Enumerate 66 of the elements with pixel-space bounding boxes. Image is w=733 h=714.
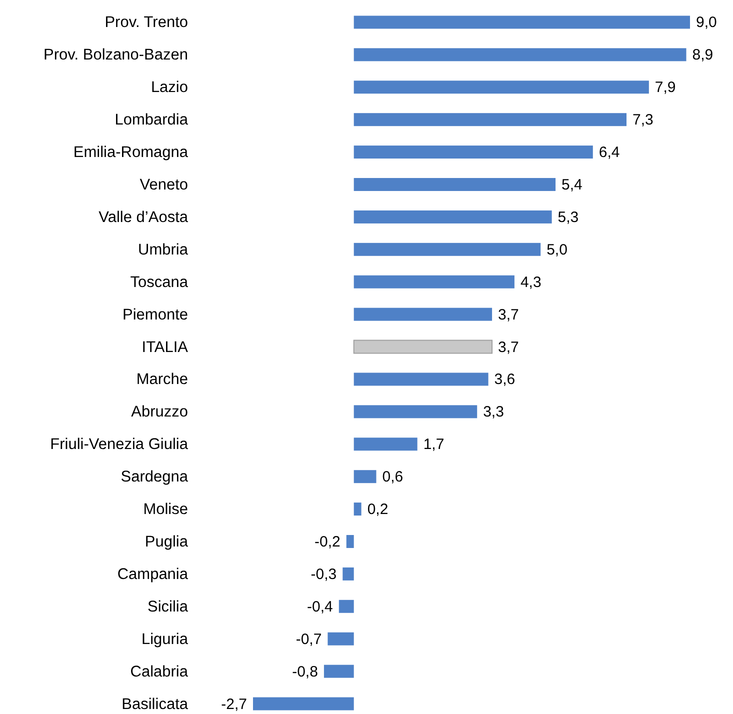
- bar: [354, 178, 556, 191]
- data-label: 7,9: [654, 79, 676, 96]
- bar: [354, 405, 478, 418]
- y-tick-label: Sicilia: [148, 598, 188, 616]
- y-tick-label: ITALIA: [142, 338, 189, 356]
- data-label: -0,2: [314, 534, 340, 550]
- bar: [324, 664, 354, 678]
- data-label: 5,4: [562, 176, 582, 194]
- y-tick-label: Lazio: [150, 79, 188, 96]
- y-tick-label: Marche: [136, 371, 188, 388]
- data-label: 0,6: [382, 468, 404, 486]
- bar: [353, 340, 493, 354]
- data-label: 5,3: [558, 208, 579, 226]
- bar: [354, 502, 362, 516]
- bar: [354, 242, 541, 256]
- y-tick-label: Molise: [143, 501, 188, 518]
- data-label: 0,2: [367, 501, 388, 518]
- y-tick-label: Puglia: [144, 534, 188, 550]
- y-tick-label: Toscana: [130, 274, 188, 291]
- data-label: 9,0: [696, 14, 717, 32]
- y-tick-label: Umbria: [138, 241, 188, 258]
- data-label: 3,7: [498, 338, 519, 356]
- y-tick-label: Piemonte: [122, 306, 188, 324]
- y-tick-label: Emilia-Romagna: [73, 144, 188, 162]
- y-tick-label: Calabria: [130, 663, 188, 680]
- data-label: 3,6: [494, 371, 516, 388]
- data-label: -2,7: [221, 696, 247, 713]
- data-label: 3,3: [483, 404, 504, 421]
- data-label: 7,3: [632, 112, 654, 129]
- bar: [354, 210, 552, 224]
- bar: [354, 80, 649, 94]
- y-tick-label: Basilicata: [122, 696, 188, 713]
- bar: [354, 16, 690, 29]
- bar: [354, 48, 686, 62]
- bar: [338, 600, 354, 613]
- bar: [253, 697, 354, 710]
- bar: [354, 275, 514, 288]
- bar: [354, 470, 376, 484]
- y-tick-label: Campania: [117, 566, 188, 583]
- data-label: 6,4: [598, 144, 620, 162]
- data-label: 1,7: [423, 436, 444, 454]
- data-label: -0,7: [296, 630, 322, 648]
- y-tick-label: Sardegna: [120, 468, 188, 486]
- data-label: -0,3: [310, 566, 337, 583]
- data-label: -0,8: [292, 663, 318, 680]
- y-tick-label: Prov. Bolzano-Bazen: [44, 46, 188, 64]
- y-tick-label: Prov. Trento: [104, 14, 188, 32]
- bar: [342, 567, 354, 580]
- bar: [346, 535, 354, 548]
- bar: [354, 308, 492, 321]
- y-tick-label: Liguria: [141, 630, 188, 648]
- data-label: 5,0: [546, 241, 568, 258]
- bar: [354, 113, 627, 126]
- bar: [354, 438, 418, 451]
- bar: [354, 146, 593, 159]
- data-label: 8,9: [692, 46, 714, 64]
- y-tick-label: Valle d’Aosta: [98, 208, 188, 226]
- y-tick-label: Lombardia: [114, 112, 188, 129]
- bar: [354, 372, 488, 386]
- y-tick-label: Veneto: [140, 176, 188, 194]
- data-label: 3,7: [498, 306, 519, 324]
- data-label: 4,3: [520, 274, 542, 291]
- bar: [328, 632, 354, 646]
- y-tick-label: Abruzzo: [131, 404, 188, 421]
- y-tick-label: Friuli-Venezia Giulia: [50, 436, 188, 454]
- data-label: -0,4: [307, 598, 333, 616]
